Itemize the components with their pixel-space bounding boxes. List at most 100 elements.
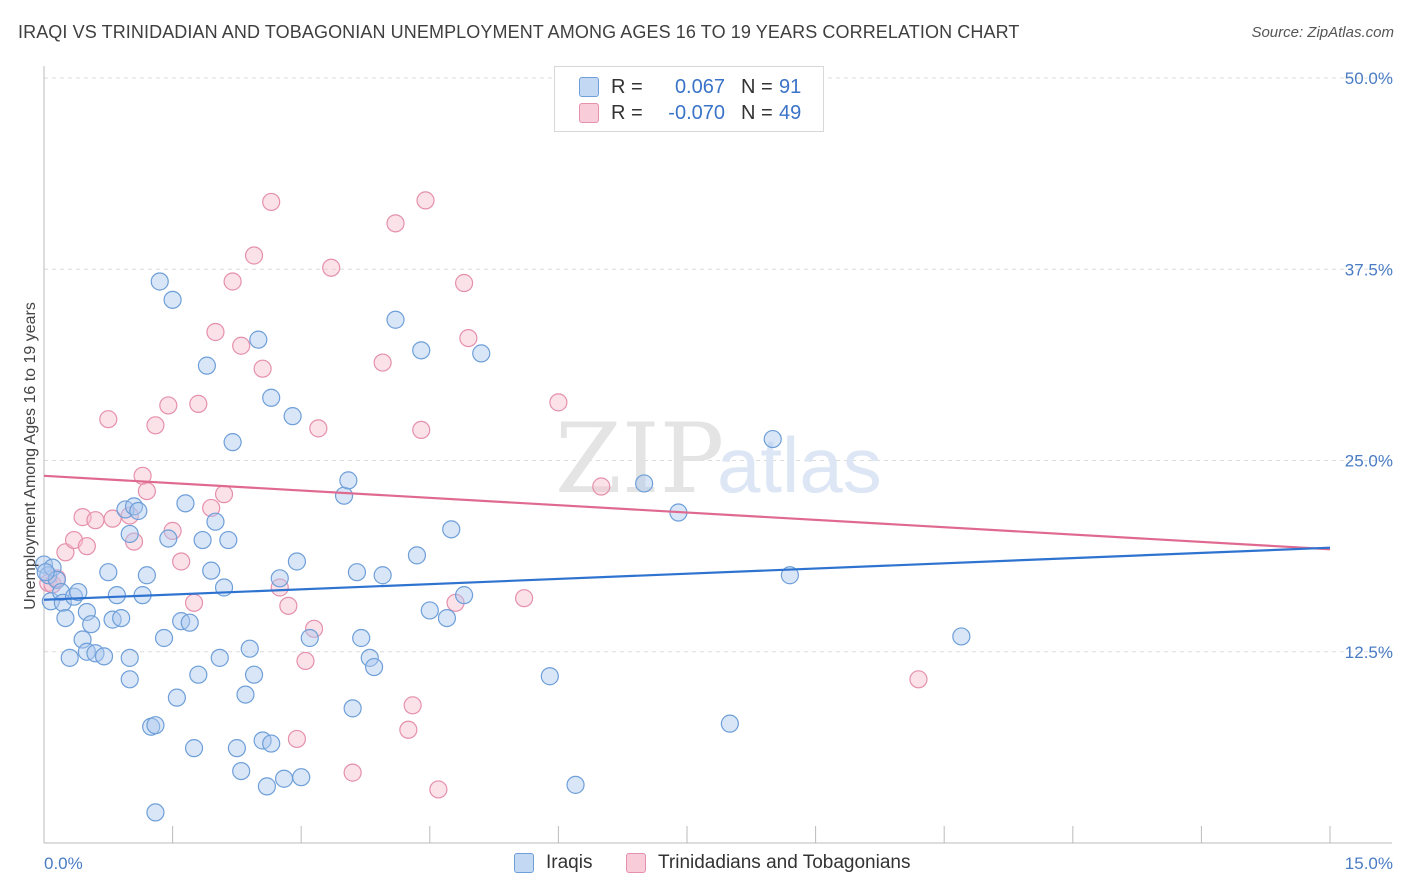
data-point-iraqis xyxy=(472,344,491,363)
n-value: 91 xyxy=(779,75,802,98)
correlation-legend: R = 0.067 N = 91 R = -0.070 N = 49 xyxy=(554,66,824,132)
data-point-trinidadians xyxy=(223,272,242,291)
trend-line-trinidadians xyxy=(43,474,1331,551)
axes xyxy=(43,66,1392,844)
trend-line-iraqis xyxy=(43,546,1331,601)
y-tick-labels: 12.5% 25.0% 37.5% 50.0% xyxy=(1345,69,1393,662)
data-point-trinidadians xyxy=(184,593,204,612)
data-point-iraqis xyxy=(244,665,264,684)
data-point-iraqis xyxy=(442,520,461,539)
data-point-iraqis xyxy=(566,775,585,794)
data-point-iraqis xyxy=(60,648,79,667)
data-point-iraqis xyxy=(360,648,379,667)
data-point-iraqis xyxy=(262,734,281,753)
data-point-trinidadians xyxy=(253,359,272,378)
watermark-zip: ZIP xyxy=(555,403,724,515)
data-point-iraqis xyxy=(364,657,384,677)
data-point-trinidadians xyxy=(403,696,422,715)
data-point-iraqis xyxy=(120,648,139,667)
data-point-iraqis xyxy=(163,290,182,309)
chart-title: IRAQI VS TRINIDADIAN AND TOBAGONIAN UNEM… xyxy=(18,22,1020,42)
r-value: -0.070 xyxy=(668,101,725,124)
data-point-iraqis xyxy=(146,803,165,822)
data-point-trinidadians xyxy=(202,498,221,518)
r-value: 0.067 xyxy=(674,75,725,98)
data-point-iraqis xyxy=(240,639,259,658)
data-point-trinidadians xyxy=(77,537,96,556)
data-point-iraqis xyxy=(129,501,148,521)
data-point-iraqis xyxy=(952,627,971,646)
data-point-trinidadians xyxy=(262,192,281,212)
data-point-trinidadians xyxy=(296,651,315,671)
data-point-iraqis xyxy=(287,552,307,571)
watermark-atlas: atlas xyxy=(717,421,882,509)
data-point-trinidadians xyxy=(206,322,225,342)
data-point-iraqis xyxy=(437,608,457,628)
data-point-iraqis xyxy=(339,471,358,490)
legend-row-trinidadians: R = -0.070 N = 49 xyxy=(579,101,801,125)
legend-swatch-pink xyxy=(579,103,599,123)
n-label: N = xyxy=(741,101,773,124)
data-point-iraqis xyxy=(206,512,225,531)
data-point-trinidadians xyxy=(429,780,448,799)
n-value: 49 xyxy=(779,101,802,124)
data-point-iraqis xyxy=(193,530,212,550)
data-point-iraqis xyxy=(635,474,654,493)
data-point-iraqis xyxy=(283,407,302,426)
data-point-iraqis xyxy=(386,310,405,329)
x-tick-label: 15.0% xyxy=(1345,854,1393,873)
data-point-iraqis xyxy=(407,546,427,565)
data-point-trinidadians xyxy=(103,509,122,528)
x-tick-label: 0.0% xyxy=(44,854,83,873)
data-point-iraqis xyxy=(227,739,246,758)
y-tick-label: 50.0% xyxy=(1345,69,1393,88)
data-point-iraqis xyxy=(274,769,294,788)
legend-swatch-pink xyxy=(626,853,646,873)
data-point-iraqis xyxy=(99,563,118,582)
data-point-trinidadians xyxy=(454,273,474,293)
data-point-iraqis xyxy=(343,699,362,718)
r-label: R = xyxy=(611,75,643,98)
data-point-iraqis xyxy=(69,582,88,602)
data-point-trinidadians xyxy=(244,246,264,265)
data-point-trinidadians xyxy=(373,353,392,372)
data-point-iraqis xyxy=(146,716,165,735)
x-tick-labels: 0.0% 15.0% xyxy=(44,854,1393,873)
data-point-trinidadians xyxy=(159,396,178,415)
data-point-trinidadians xyxy=(515,589,534,608)
data-point-iraqis xyxy=(202,561,221,580)
data-point-trinidadians xyxy=(279,596,298,615)
data-point-iraqis xyxy=(154,628,174,648)
data-point-iraqis xyxy=(454,586,474,605)
data-point-iraqis xyxy=(412,341,431,360)
data-point-trinidadians xyxy=(416,191,435,210)
data-point-iraqis xyxy=(334,486,354,505)
data-point-trinidadians xyxy=(549,393,568,412)
grid-lines xyxy=(44,77,1392,653)
data-point-iraqis xyxy=(107,586,126,605)
data-point-iraqis xyxy=(56,608,75,628)
data-point-trinidadians xyxy=(270,578,289,597)
data-point-iraqis xyxy=(36,563,55,582)
data-point-trinidadians xyxy=(99,410,118,429)
data-point-trinidadians xyxy=(232,336,251,355)
data-point-trinidadians xyxy=(287,729,307,749)
y-tick-label: 25.0% xyxy=(1345,452,1393,471)
data-point-iraqis xyxy=(112,608,131,628)
data-point-iraqis xyxy=(120,524,139,544)
legend-label-trinidadians: Trinidadians and Tobagonians xyxy=(658,852,911,873)
data-point-iraqis xyxy=(780,566,799,585)
data-point-iraqis xyxy=(257,777,277,796)
data-point-iraqis xyxy=(189,665,208,684)
series-iraqis-points xyxy=(34,272,971,822)
data-point-iraqis xyxy=(249,330,268,349)
data-point-iraqis xyxy=(347,563,367,582)
data-point-iraqis xyxy=(82,615,101,634)
data-point-iraqis xyxy=(210,648,229,667)
legend-row-iraqis: R = 0.067 N = 91 xyxy=(579,75,801,99)
data-point-iraqis xyxy=(176,494,195,513)
data-point-iraqis xyxy=(120,670,139,689)
data-point-iraqis xyxy=(137,566,156,585)
data-point-iraqis xyxy=(150,272,169,291)
